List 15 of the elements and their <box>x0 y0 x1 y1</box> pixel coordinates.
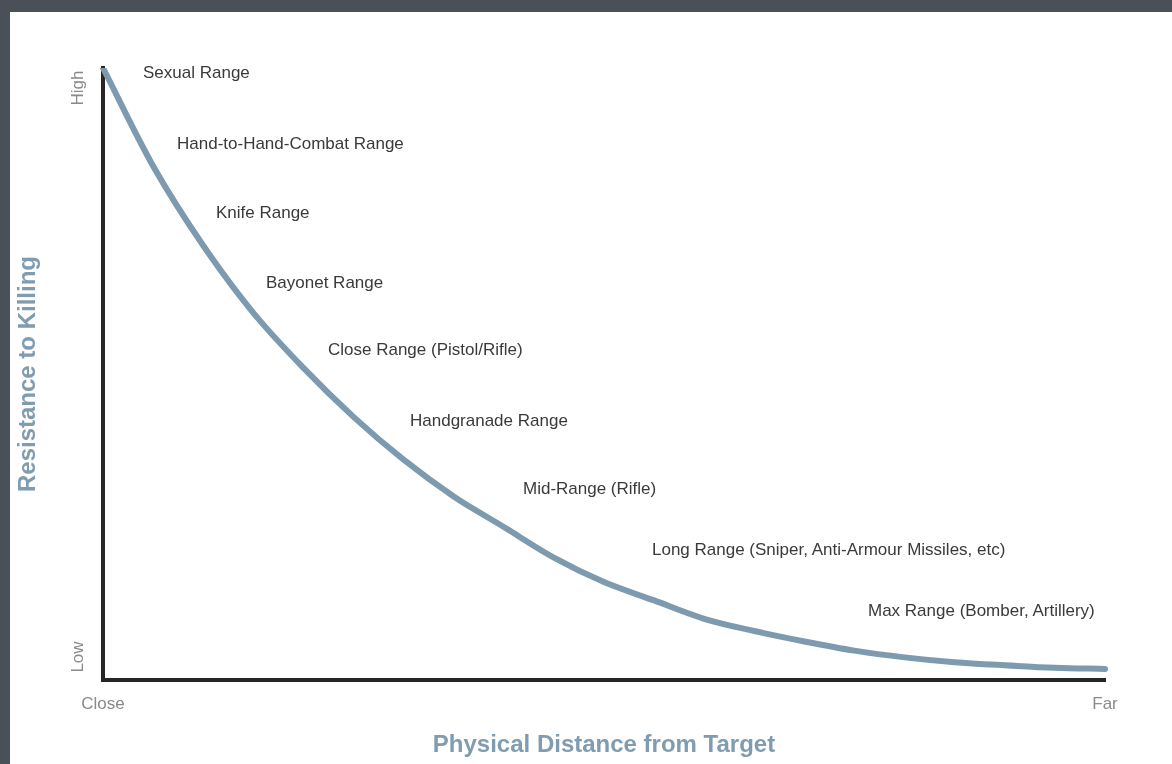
annotation: Close Range (Pistol/Rifle) <box>328 340 523 360</box>
annotation: Knife Range <box>216 203 310 223</box>
annotation: Bayonet Range <box>266 273 384 293</box>
x-tick-label: Far <box>1092 693 1119 713</box>
text: High <box>68 70 88 106</box>
annotation: Mid-Range (Rifle) <box>523 479 657 499</box>
x-tick-label: Close <box>81 693 125 713</box>
x-axis-title: Physical Distance from Target <box>432 730 776 758</box>
annotation: Long Range (Sniper, Anti-Armour Missiles, etc) <box>652 540 1006 560</box>
y-axis-title: Resistance to Killing <box>13 255 41 493</box>
annotation: Sexual Range <box>143 63 250 83</box>
text: Low <box>68 641 88 673</box>
annotation: Handgranade Range <box>410 411 568 431</box>
annotation: Max Range (Bomber, Artillery) <box>868 601 1095 621</box>
annotation: Hand-to-Hand-Combat Range <box>177 134 404 154</box>
